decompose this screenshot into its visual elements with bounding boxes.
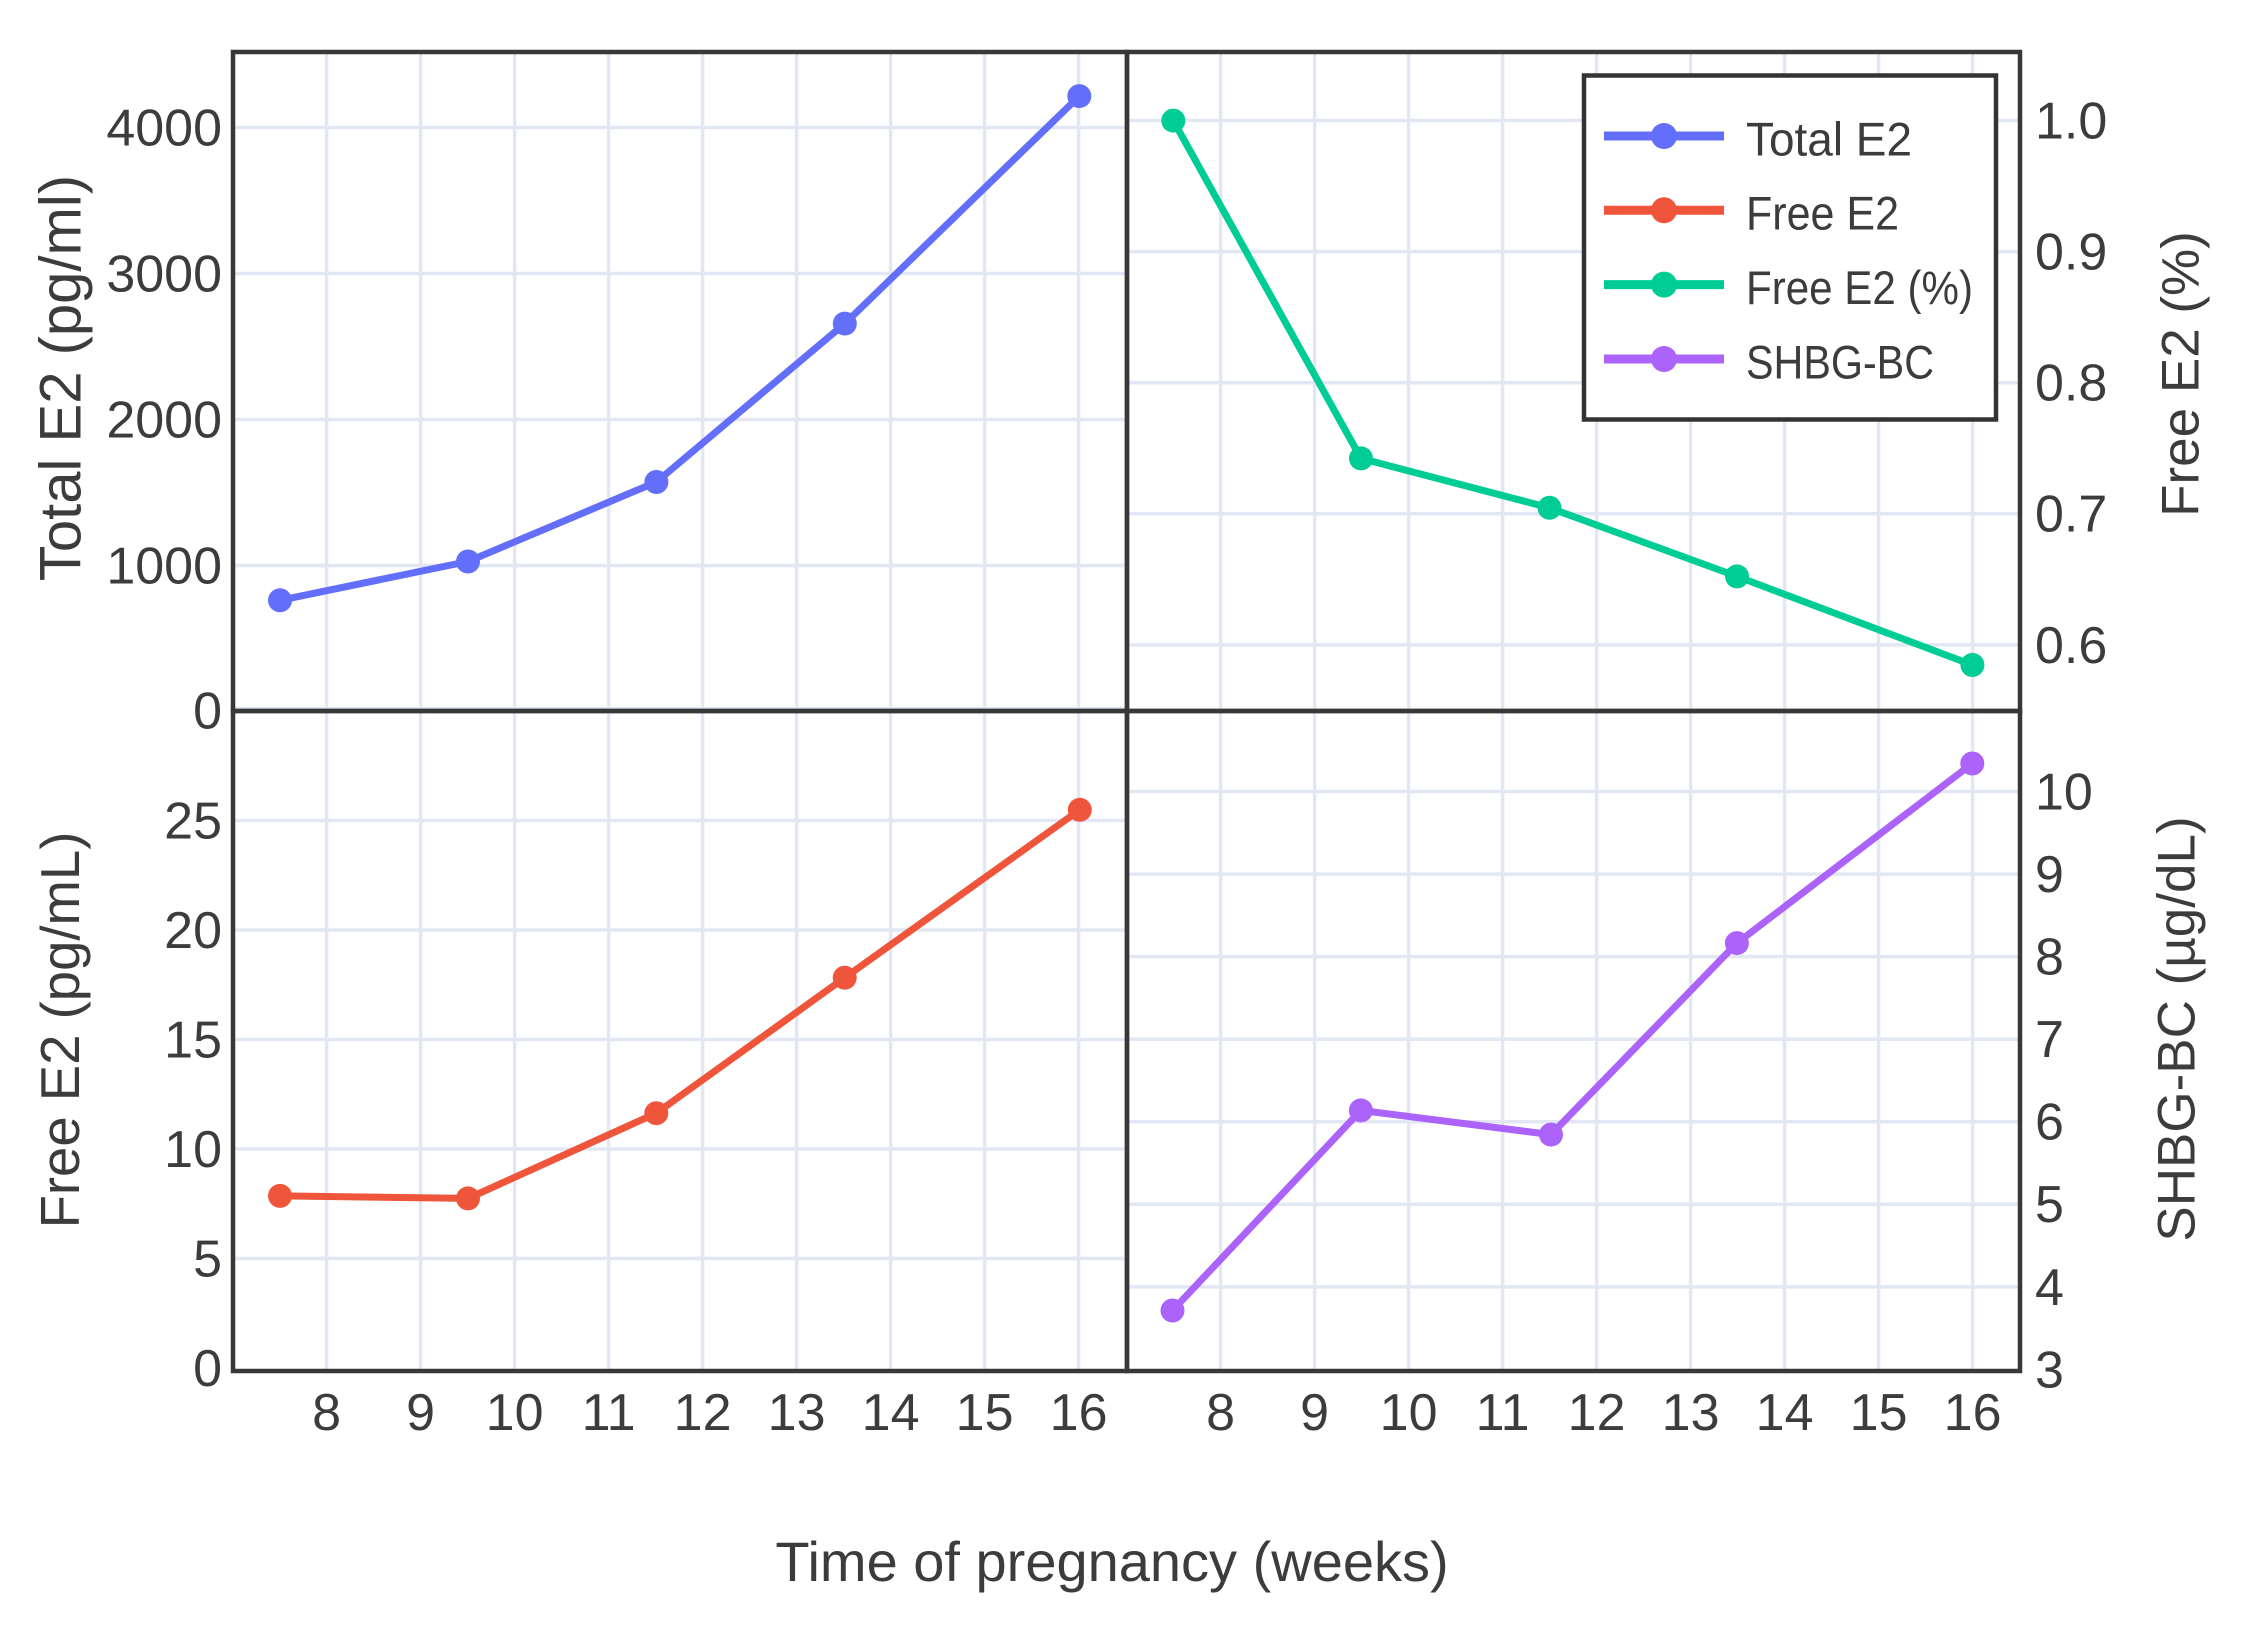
svg-text:16: 16 — [1050, 1384, 1108, 1442]
svg-text:8: 8 — [2035, 929, 2064, 987]
svg-text:1.0: 1.0 — [2035, 92, 2107, 150]
svg-text:5: 5 — [2035, 1176, 2064, 1234]
svg-text:Free E2 (pg/mL): Free E2 (pg/mL) — [30, 832, 91, 1229]
svg-text:Total E2: Total E2 — [1746, 112, 1912, 165]
svg-text:6: 6 — [2035, 1094, 2064, 1152]
svg-text:12: 12 — [674, 1384, 732, 1442]
svg-text:8: 8 — [1206, 1384, 1235, 1442]
svg-text:14: 14 — [1756, 1384, 1814, 1442]
svg-text:Free E2: Free E2 — [1746, 187, 1899, 240]
svg-text:0: 0 — [193, 1340, 222, 1398]
svg-text:15: 15 — [164, 1011, 222, 1069]
svg-text:12: 12 — [1568, 1384, 1626, 1442]
svg-text:2000: 2000 — [106, 391, 222, 449]
svg-text:10: 10 — [1380, 1384, 1438, 1442]
svg-text:0.8: 0.8 — [2035, 355, 2107, 413]
svg-text:0.9: 0.9 — [2035, 224, 2107, 282]
svg-text:20: 20 — [164, 902, 222, 960]
svg-text:8: 8 — [312, 1384, 341, 1442]
svg-text:Free E2 (%): Free E2 (%) — [1746, 261, 1973, 314]
svg-text:Total E2 (pg/ml): Total E2 (pg/ml) — [28, 175, 93, 581]
svg-text:4: 4 — [2035, 1259, 2064, 1317]
svg-text:SHBG-BC (µg/dL): SHBG-BC (µg/dL) — [2148, 816, 2207, 1241]
svg-text:0.7: 0.7 — [2035, 486, 2107, 544]
svg-text:25: 25 — [164, 792, 222, 850]
svg-text:0: 0 — [193, 682, 222, 740]
svg-text:5: 5 — [193, 1230, 222, 1288]
svg-text:15: 15 — [1850, 1384, 1908, 1442]
svg-text:Free E2 (%): Free E2 (%) — [2152, 231, 2211, 517]
svg-text:9: 9 — [406, 1384, 435, 1442]
svg-text:3000: 3000 — [106, 245, 222, 303]
svg-text:16: 16 — [1944, 1384, 2002, 1442]
svg-text:13: 13 — [768, 1384, 826, 1442]
svg-text:11: 11 — [1476, 1384, 1530, 1442]
svg-text:0.6: 0.6 — [2035, 617, 2107, 675]
svg-text:7: 7 — [2035, 1011, 2064, 1069]
svg-text:9: 9 — [1300, 1384, 1329, 1442]
svg-text:10: 10 — [2035, 763, 2093, 821]
svg-text:SHBG-BC: SHBG-BC — [1746, 335, 1934, 388]
svg-text:3: 3 — [2035, 1341, 2064, 1399]
svg-text:13: 13 — [1662, 1384, 1720, 1442]
svg-text:10: 10 — [486, 1384, 544, 1442]
svg-text:11: 11 — [582, 1384, 636, 1442]
svg-text:1000: 1000 — [106, 537, 222, 595]
svg-text:14: 14 — [862, 1384, 920, 1442]
svg-text:4000: 4000 — [106, 99, 222, 157]
svg-text:15: 15 — [956, 1384, 1014, 1442]
svg-text:10: 10 — [164, 1121, 222, 1179]
svg-text:9: 9 — [2035, 846, 2064, 904]
svg-text:Time of pregnancy (weeks): Time of pregnancy (weeks) — [775, 1530, 1448, 1593]
